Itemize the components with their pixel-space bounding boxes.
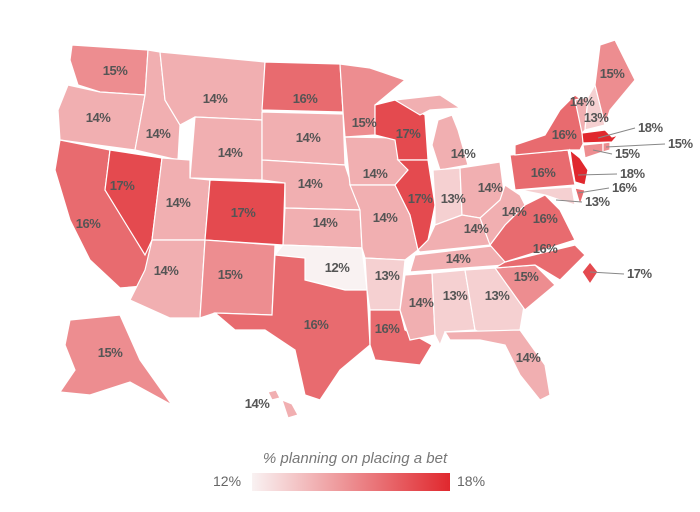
callout-line-md — [555, 199, 583, 203]
state-hi — [267, 389, 281, 401]
value-label-ks: 14% — [313, 215, 338, 230]
value-label-wy: 14% — [218, 145, 243, 160]
value-label-mo: 14% — [373, 210, 398, 225]
value-label-id: 14% — [146, 126, 171, 141]
value-label-ak: 15% — [98, 345, 123, 360]
state-nj — [569, 148, 589, 186]
value-label-wv: 14% — [502, 204, 527, 219]
value-label-al: 13% — [443, 288, 468, 303]
legend-max-label: 18% — [457, 473, 486, 489]
value-label-va: 16% — [533, 211, 558, 226]
value-label-md: 13% — [585, 194, 610, 209]
state-dc — [581, 261, 599, 286]
state-tx — [213, 254, 371, 401]
value-label-ia: 14% — [363, 166, 388, 181]
state-ms — [399, 272, 436, 341]
value-label-ky: 14% — [464, 221, 489, 236]
value-label-nj: 18% — [620, 166, 645, 181]
value-label-co: 17% — [231, 205, 256, 220]
value-label-ne: 14% — [298, 176, 323, 191]
value-label-ny: 16% — [552, 127, 577, 142]
state-mi — [431, 114, 469, 171]
value-label-sc: 15% — [514, 269, 539, 284]
value-label-ca: 16% — [76, 216, 101, 231]
state-mi-part — [393, 94, 462, 116]
value-label-hi: 14% — [245, 396, 270, 411]
state-ak — [58, 314, 173, 406]
value-label-ok: 12% — [325, 260, 350, 275]
value-label-ri: 15% — [668, 136, 693, 151]
value-label-fl: 14% — [516, 350, 541, 365]
value-label-sd: 14% — [296, 130, 321, 145]
value-label-vt: 14% — [570, 94, 595, 109]
value-label-ga: 13% — [485, 288, 510, 303]
value-label-mi: 14% — [451, 146, 476, 161]
value-label-pa: 16% — [531, 165, 556, 180]
state-nc — [494, 244, 586, 281]
value-label-nd: 16% — [293, 91, 318, 106]
state-ar — [364, 257, 406, 311]
state-de — [574, 187, 586, 208]
value-label-or: 14% — [86, 110, 111, 125]
value-label-in: 13% — [441, 191, 466, 206]
value-label-nm: 15% — [218, 267, 243, 282]
value-label-nv: 17% — [110, 178, 135, 193]
value-label-de: 16% — [612, 180, 637, 195]
value-label-nh: 13% — [584, 110, 609, 125]
value-label-az: 14% — [154, 263, 179, 278]
value-label-ct: 15% — [615, 146, 640, 161]
state-md — [519, 186, 576, 206]
state-nv — [104, 149, 163, 257]
state-mt — [159, 51, 266, 126]
value-label-ma: 18% — [638, 120, 663, 135]
callout-line-ct — [592, 149, 613, 155]
callout-line-de — [577, 187, 610, 194]
value-label-mn: 15% — [352, 115, 377, 130]
state-hi-part — [281, 398, 299, 419]
value-label-ut: 14% — [166, 195, 191, 210]
value-label-mt: 14% — [203, 91, 228, 106]
value-label-la: 16% — [375, 321, 400, 336]
value-label-il: 17% — [408, 191, 433, 206]
value-label-dc: 17% — [627, 266, 652, 281]
callout-line-dc — [589, 271, 625, 275]
state-fl — [443, 329, 551, 401]
value-label-ms: 14% — [409, 295, 434, 310]
value-label-wa: 15% — [103, 63, 128, 78]
value-label-nc: 16% — [533, 241, 558, 256]
us-choropleth-map: 15%14%16%17%14%14%14%14%14%17%15%16%14%1… — [54, 39, 694, 419]
callout-line-nj — [577, 173, 618, 176]
callout-line-ma — [597, 127, 636, 139]
legend-title: % planning on placing a bet — [262, 450, 448, 467]
state-me — [594, 39, 636, 128]
legend-gradient-bar — [252, 473, 450, 491]
state-wv — [479, 184, 526, 247]
state-ma — [581, 129, 620, 144]
value-label-wi: 17% — [396, 126, 421, 141]
value-label-tn: 14% — [446, 251, 471, 266]
value-label-ar: 13% — [375, 268, 400, 283]
value-label-me: 15% — [600, 66, 625, 81]
value-label-oh: 14% — [478, 180, 503, 195]
legend-min-label: 12% — [213, 473, 242, 489]
value-label-tx: 16% — [304, 317, 329, 332]
callout-line-ri — [605, 143, 666, 148]
